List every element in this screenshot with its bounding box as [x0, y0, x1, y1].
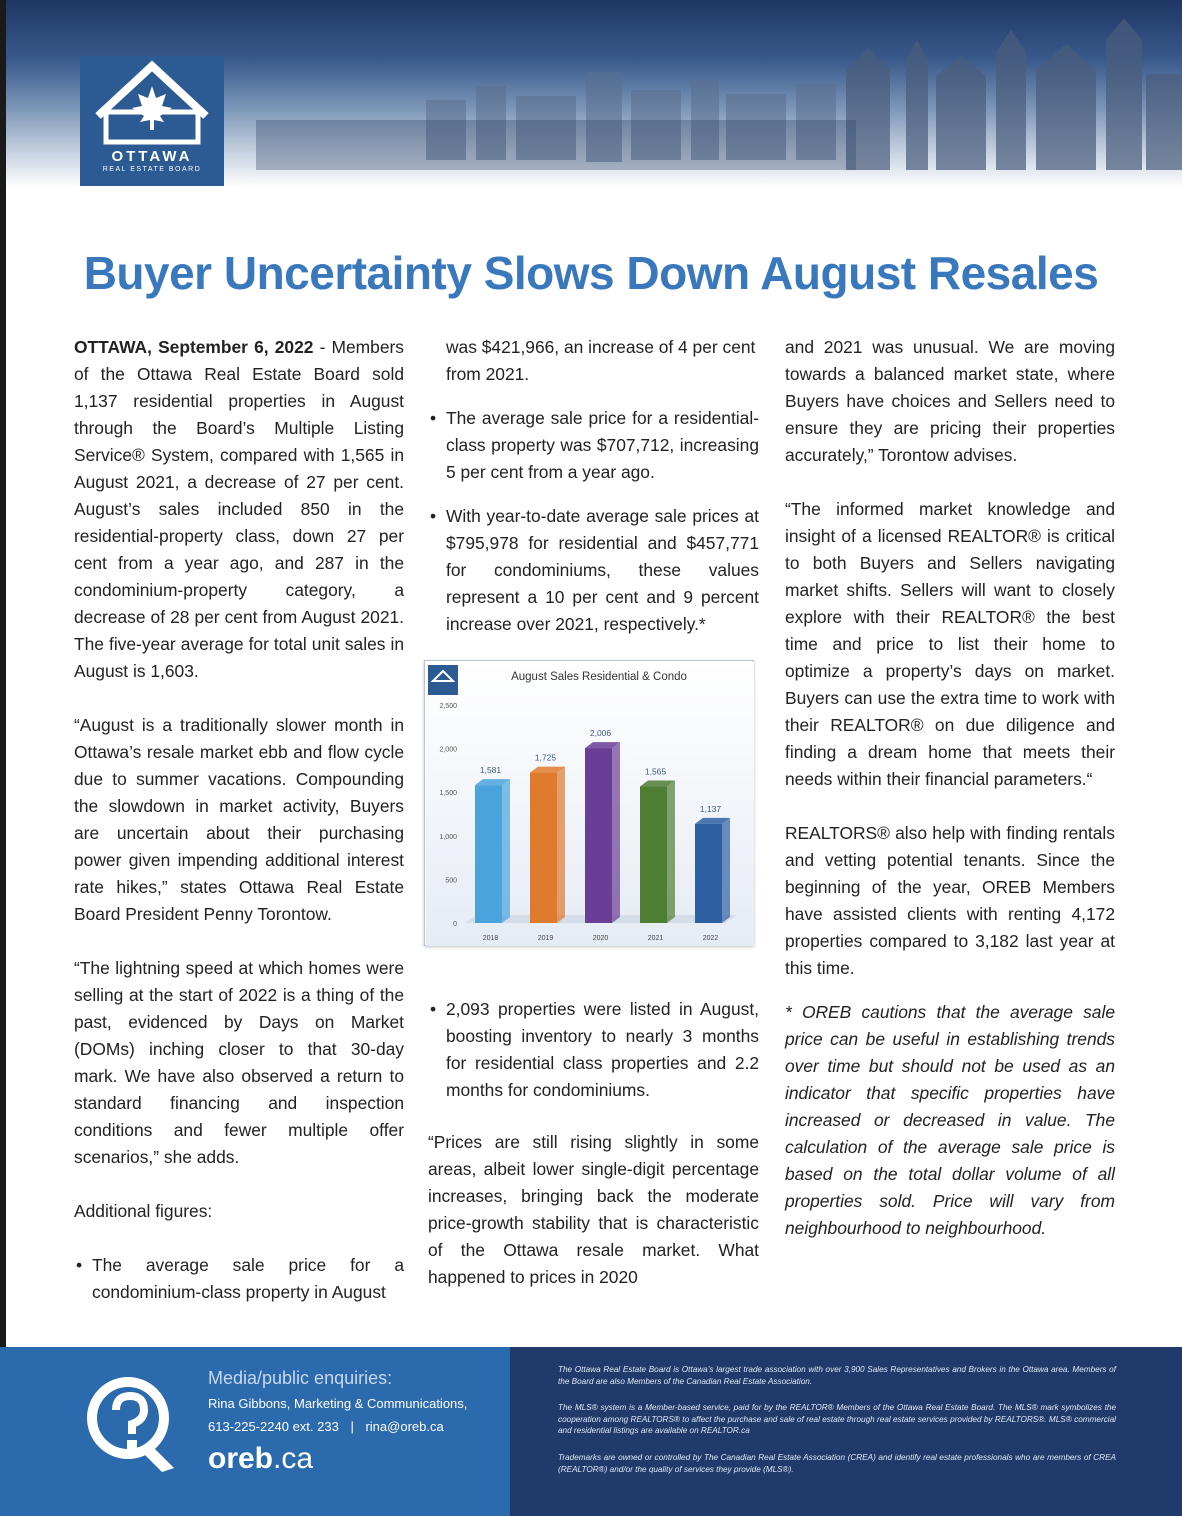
bar-side — [557, 766, 565, 923]
article-column-2: was $421,966, an increase of 4 per cent … — [428, 334, 759, 665]
oreb-logo: OTTAWA REAL ESTATE BOARD — [80, 56, 224, 186]
x-tick-label: 2021 — [648, 935, 664, 942]
dateline: OTTAWA, September 6, 2022 — [74, 337, 314, 357]
y-tick-label: 1,000 — [439, 834, 457, 841]
paragraph: “August is a traditionally slower month … — [74, 715, 404, 924]
page-headline: Buyer Uncertainty Slows Down August Resa… — [83, 247, 1099, 299]
data-label: 1,565 — [645, 767, 667, 777]
sales-bar-chart: August Sales Residential & Condo 0 500 1,0… — [424, 660, 754, 946]
bar-2020: 2,006 2020 — [585, 728, 620, 942]
x-tick-label: 2019 — [538, 935, 554, 942]
city-skyline-image — [256, 18, 1182, 170]
article-column-1: OTTAWA, September 6, 2022 - Members of t… — [74, 334, 404, 1306]
data-label: 1,137 — [700, 804, 722, 814]
legal-text: Trademarks are owned or controlled by Th… — [558, 1453, 1116, 1474]
y-tick-label: 0 — [453, 921, 457, 928]
contact-details: 613-225-2240 ext. 233 | rina@oreb.ca — [208, 1419, 444, 1434]
logo-subtitle: REAL ESTATE BOARD — [102, 166, 202, 173]
footer-legal-panel — [510, 1347, 1182, 1516]
lead-paragraph: OTTAWA, September 6, 2022 - Members of t… — [74, 334, 404, 685]
bullet-item: The average sale price for a condominium… — [74, 1252, 404, 1306]
article-column-2-lower: 2,093 properties were listed in August, … — [428, 996, 759, 1291]
contact-name: Rina Gibbons, Marketing & Communications… — [208, 1396, 468, 1411]
site-tld: .ca — [273, 1442, 314, 1475]
disclaimer-note: * OREB cautions that the average sale pr… — [785, 1002, 1115, 1238]
footer-heading: Media/public enquiries: — [208, 1368, 393, 1388]
bar-top — [695, 817, 730, 824]
paragraph: REALTORS® also help with finding rentals… — [785, 823, 1115, 978]
paragraph: “Prices are still rising slightly in som… — [428, 1132, 759, 1287]
article-column-3: and 2021 was unusual. We are moving towa… — [785, 334, 1115, 1242]
paragraph: Additional figures: — [74, 1201, 213, 1221]
bullet-item: With year-to-date average sale prices at… — [428, 503, 759, 638]
x-tick-label: 2020 — [593, 935, 609, 942]
paragraph: “The lightning speed at which homes were… — [74, 958, 404, 1167]
bullet-item: The average sale price for a residential… — [428, 405, 759, 486]
bullet-continuation: was $421,966, an increase of 4 per cent … — [446, 337, 756, 384]
bar-side — [722, 817, 730, 923]
legal-text: The Ottawa Real Estate Board is Ottawa’s… — [558, 1365, 1116, 1386]
bar-top — [475, 779, 510, 786]
logo-wordmark: OTTAWA — [111, 148, 193, 165]
site-main: oreb — [208, 1442, 274, 1475]
bar-2018: 1,581 2018 — [475, 765, 510, 942]
chart-svg: August Sales Residential & Condo 0 500 1,0… — [426, 662, 754, 946]
bar-2019: 1,725 2019 — [530, 753, 565, 942]
contact-email[interactable]: rina@oreb.ca — [365, 1419, 444, 1434]
bar-top — [640, 780, 675, 787]
bar-side — [667, 780, 675, 923]
x-tick-label: 2018 — [483, 935, 499, 942]
y-tick-label: 2,000 — [439, 747, 457, 754]
bar-2021: 1,565 2021 — [640, 767, 675, 942]
bullet-item: 2,093 properties were listed in August, … — [428, 996, 759, 1104]
bar-front — [640, 786, 667, 923]
bar-side — [612, 742, 620, 923]
page-edge — [0, 0, 6, 1516]
chart-title: August Sales Residential & Condo — [511, 671, 687, 683]
x-tick-label: 2022 — [703, 935, 719, 942]
website-link[interactable]: oreb.ca — [208, 1442, 313, 1476]
contact-separator: | — [350, 1419, 354, 1434]
bar-2022: 1,137 2022 — [695, 804, 730, 942]
bar-top — [585, 742, 620, 749]
contact-phone: 613-225-2240 ext. 233 — [208, 1419, 339, 1434]
legal-text: The MLS® system is a Member-based servic… — [558, 1403, 1116, 1435]
y-tick-label: 500 — [445, 877, 457, 884]
bar-front — [475, 785, 502, 923]
header-banner: OTTAWA REAL ESTATE BOARD — [6, 0, 1182, 188]
y-tick-label: 1,500 — [439, 790, 457, 797]
data-label: 1,581 — [480, 765, 502, 775]
y-tick-label: 2,500 — [439, 703, 457, 710]
bar-front — [695, 823, 722, 923]
paragraph: “The informed market knowledge and insig… — [785, 499, 1115, 789]
data-label: 1,725 — [535, 753, 557, 763]
lead-text: - Members of the Ottawa Real Estate Boar… — [74, 337, 404, 681]
oreb-q-logo-icon — [87, 1377, 174, 1472]
bar-top — [530, 766, 565, 773]
data-label: 2,006 — [590, 728, 612, 738]
paragraph: and 2021 was unusual. We are moving towa… — [785, 337, 1115, 465]
bar-front — [585, 748, 612, 923]
bar-front — [530, 772, 557, 923]
house-maple-leaf-icon — [95, 60, 209, 145]
bar-side — [502, 779, 510, 923]
footer-contact-panel — [0, 1347, 510, 1516]
